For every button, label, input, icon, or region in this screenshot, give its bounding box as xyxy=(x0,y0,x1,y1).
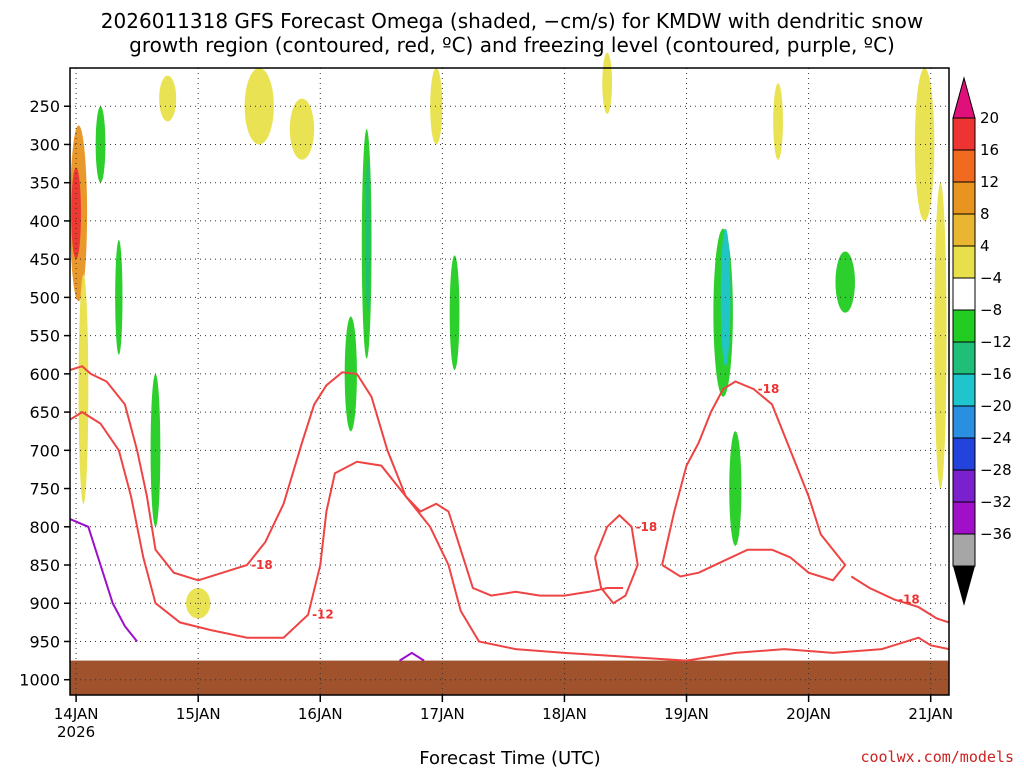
colorbar-band-8 xyxy=(952,373,976,407)
dgz-contour-4 xyxy=(850,575,950,624)
dgz-contour-label-4: -18 xyxy=(898,592,920,606)
colorbar-label-5: −4 xyxy=(980,269,1002,287)
colorbar-label-2: 12 xyxy=(980,173,999,191)
colorbar-band-6 xyxy=(952,309,976,343)
contour-layer: -18 -12 -18 -18 -18 xyxy=(69,365,950,662)
y-tick-label-7: 600 xyxy=(29,365,60,384)
y-tick-label-4: 450 xyxy=(29,250,60,269)
x-tick-label-3: 17JAN xyxy=(420,705,465,723)
colorbar: 20 16 12 8 4 −4 −8 −12 −16 −20 −24 −28 −32 −36 xyxy=(952,76,1012,606)
dgz-contour-label-2: -18 xyxy=(758,382,780,396)
dgz-contour-label-0: -18 xyxy=(251,558,273,572)
ground-surface xyxy=(70,660,949,695)
y-tick-label-6: 550 xyxy=(29,327,60,346)
x-tick-label-6: 20JAN xyxy=(786,705,831,723)
chart-title-line1: 2026011318 GFS Forecast Omega (shaded, −… xyxy=(101,9,923,33)
chart-title-line2: growth region (contoured, red, ºC) and f… xyxy=(129,33,895,57)
y-tick-label-5: 500 xyxy=(29,288,60,307)
x-tick-label-0: 14JAN xyxy=(54,705,99,723)
colorbar-band-3 xyxy=(952,213,976,247)
omega-patch-19 xyxy=(773,83,783,160)
y-tick-label-2: 350 xyxy=(29,174,60,193)
omega-patch-14 xyxy=(449,255,460,371)
colorbar-label-4: 4 xyxy=(980,237,990,255)
x-tick-label-5: 19JAN xyxy=(664,705,709,723)
freezing-level-contour-0 xyxy=(69,518,138,643)
plot-background xyxy=(70,68,949,695)
colorbar-band-7 xyxy=(952,341,976,375)
omega-patch-12 xyxy=(365,159,371,313)
omega-patch-4 xyxy=(115,240,123,355)
dgz-contour-3 xyxy=(594,513,639,605)
colorbar-band-13 xyxy=(952,533,976,567)
colorbar-label-10: −24 xyxy=(980,429,1012,447)
dgz-contour-label-3: -18 xyxy=(636,520,658,534)
y-tick-label-14: 950 xyxy=(29,632,60,651)
freezing-level-contour-1 xyxy=(399,651,425,662)
y-tick-label-3: 400 xyxy=(29,212,60,231)
y-tick-label-1: 300 xyxy=(29,135,60,154)
colorbar-band-1 xyxy=(952,149,976,183)
omega-patch-9 xyxy=(289,98,315,160)
x-axis-label: Forecast Time (UTC) xyxy=(419,748,600,768)
y-tick-label-15: 1000 xyxy=(19,671,60,690)
colorbar-label-7: −12 xyxy=(980,333,1012,351)
x-tick-label-7: 21JAN xyxy=(908,705,953,723)
colorbar-label-6: −8 xyxy=(980,301,1002,319)
y-tick-label-12: 850 xyxy=(29,556,60,575)
dgz-contour-2 xyxy=(661,380,847,582)
plot-frame xyxy=(69,67,950,696)
colorbar-label-0: 20 xyxy=(980,109,999,127)
colorbar-label-9: −20 xyxy=(980,397,1012,415)
colorbar-band-4 xyxy=(952,245,976,279)
omega-patch-20 xyxy=(835,251,855,313)
x-tick-sublabel-0: 2026 xyxy=(57,723,95,741)
x-tick-label-2: 16JAN xyxy=(298,705,343,723)
omega-patch-13 xyxy=(430,68,443,145)
colorbar-band-0 xyxy=(952,117,976,151)
omega-patch-8 xyxy=(244,68,274,145)
y-tick-label-9: 700 xyxy=(29,441,60,460)
colorbar-band-5 xyxy=(952,277,976,311)
colorbar-label-13: −36 xyxy=(980,525,1012,543)
x-tick-label-4: 18JAN xyxy=(542,705,587,723)
omega-patch-2 xyxy=(78,274,89,504)
y-tick-label-11: 800 xyxy=(29,518,60,537)
colorbar-label-11: −28 xyxy=(980,461,1012,479)
colorbar-label-3: 8 xyxy=(980,205,990,223)
colorbar-band-9 xyxy=(952,405,976,439)
colorbar-top-arrow xyxy=(952,76,976,119)
x-tick-label-1: 15JAN xyxy=(176,705,221,723)
omega-patch-6 xyxy=(159,75,177,122)
credit-text[interactable]: coolwx.com/models xyxy=(860,748,1014,766)
y-tick-label-10: 750 xyxy=(29,480,60,499)
y-tick-label-8: 650 xyxy=(29,403,60,422)
dgz-contour-label-1: -12 xyxy=(312,608,334,622)
colorbar-band-11 xyxy=(952,469,976,503)
colorbar-band-10 xyxy=(952,437,976,471)
omega-patch-15 xyxy=(602,52,613,114)
dgz-contour-0 xyxy=(69,365,623,597)
colorbar-label-1: 16 xyxy=(980,141,999,159)
colorbar-label-8: −16 xyxy=(980,365,1012,383)
colorbar-label-12: −32 xyxy=(980,493,1012,511)
colorbar-bottom-arrow xyxy=(953,566,975,606)
colorbar-band-2 xyxy=(952,181,976,215)
omega-patch-21 xyxy=(914,67,935,221)
y-tick-label-0: 250 xyxy=(29,97,60,116)
y-tick-label-13: 900 xyxy=(29,594,60,613)
plot-area: -18 -12 -18 -18 -18 xyxy=(69,52,950,696)
dgz-contour-1 xyxy=(69,410,950,662)
y-axis: 250 300 350 400 450 500 550 600 650 700 750 800 850 9… xyxy=(19,97,70,690)
colorbar-band-12 xyxy=(952,501,976,535)
